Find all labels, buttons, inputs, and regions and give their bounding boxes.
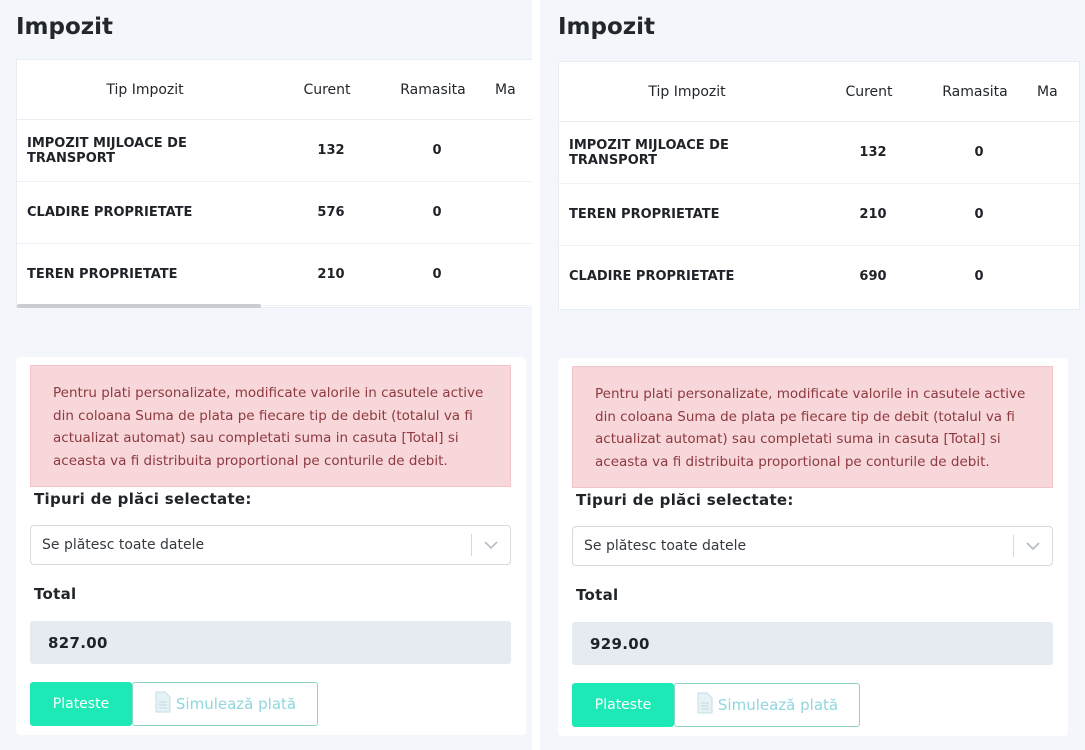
cell-ramasita: 0 [432,267,442,282]
chevron-down-icon[interactable] [472,540,510,550]
cell-tip: CLADIRE PROPRIETATE [569,269,735,284]
column-header-curent[interactable]: Curent [303,81,351,98]
pay-button[interactable]: Plateste [572,683,674,727]
simulate-payment-button[interactable]: Simulează plată [674,683,860,727]
total-label: Total [576,586,619,604]
cell-curent: 132 [317,143,345,158]
table-header: Tip Impozit Curent Ramasita Ma [17,60,532,120]
tax-table: Tip Impozit Curent Ramasita Ma IMPOZIT M… [16,59,532,308]
info-alert: Pentru plati personalizate, modificate v… [572,366,1053,488]
table-row: IMPOZIT MIJLOACE DE TRANSPORT 132 0 [559,122,1079,184]
left-screenshot-panel: Impozit Tip Impozit Curent Ramasita Ma I… [0,0,532,750]
table-row: CLADIRE PROPRIETATE 576 0 [17,182,532,244]
page-title: Impozit [16,14,114,40]
table-header: Tip Impozit Curent Ramasita Ma [559,62,1079,122]
cell-tip: TEREN PROPRIETATE [27,267,178,282]
cell-ramasita: 0 [974,207,984,222]
tax-table: Tip Impozit Curent Ramasita Ma IMPOZIT M… [558,61,1080,310]
simulate-label: Simulează plată [717,696,839,714]
column-header-ma[interactable]: Ma [495,81,516,98]
page-title: Impozit [558,14,656,40]
select-value: Se plătesc toate datele [42,537,205,553]
cell-tip: IMPOZIT MIJLOACE DE TRANSPORT [569,137,729,168]
cell-curent: 210 [859,207,887,222]
column-header-ma[interactable]: Ma [1037,83,1058,100]
select-value: Se plătesc toate datele [584,538,747,554]
select-separator [471,534,472,556]
payment-types-select[interactable]: Se plătesc toate datele [572,526,1053,566]
cell-tip: IMPOZIT MIJLOACE DE TRANSPORT [27,135,187,166]
cell-curent: 132 [859,145,887,160]
column-header-ramasita[interactable]: Ramasita [400,81,466,98]
cell-curent: 210 [317,267,345,282]
info-alert: Pentru plati personalizate, modificate v… [30,365,511,487]
cell-ramasita: 0 [432,205,442,220]
select-separator [1013,535,1014,557]
cell-ramasita: 0 [974,145,984,160]
pay-button[interactable]: Plateste [30,682,132,726]
cell-curent: 690 [859,269,887,284]
cell-tip: CLADIRE PROPRIETATE [27,205,193,220]
cell-curent: 576 [317,205,345,220]
panel-divider [532,0,540,750]
table-row: TEREN PROPRIETATE 210 0 [559,184,1079,246]
simulate-payment-button[interactable]: Simulează plată [132,682,318,726]
column-header-curent[interactable]: Curent [845,83,893,100]
payment-form: Pentru plati personalizate, modificate v… [16,357,526,735]
table-row: IMPOZIT MIJLOACE DE TRANSPORT 132 0 [17,120,532,182]
column-header-tip[interactable]: Tip Impozit [648,83,726,100]
payment-types-label: Tipuri de plăci selectate: [576,491,794,509]
cell-ramasita: 0 [432,143,442,158]
total-label: Total [34,585,77,603]
table-row: CLADIRE PROPRIETATE 690 0 [559,246,1079,307]
column-header-ramasita[interactable]: Ramasita [942,83,1008,100]
total-input[interactable]: 827.00 [30,621,511,664]
payment-types-select[interactable]: Se plătesc toate datele [30,525,511,565]
cell-tip: TEREN PROPRIETATE [569,207,720,222]
chevron-down-icon[interactable] [1014,541,1052,551]
total-input[interactable]: 929.00 [572,622,1053,665]
payment-types-label: Tipuri de plăci selectate: [34,490,252,508]
horizontal-scrollbar[interactable] [17,304,261,308]
payment-form: Pentru plati personalizate, modificate v… [558,358,1068,736]
document-icon [696,692,714,718]
right-screenshot-panel: Impozit Tip Impozit Curent Ramasita Ma I… [542,0,1085,750]
column-header-tip[interactable]: Tip Impozit [106,81,184,98]
document-icon [154,691,172,717]
table-row: TEREN PROPRIETATE 210 0 [17,244,532,306]
simulate-label: Simulează plată [175,695,297,713]
cell-ramasita: 0 [974,269,984,284]
